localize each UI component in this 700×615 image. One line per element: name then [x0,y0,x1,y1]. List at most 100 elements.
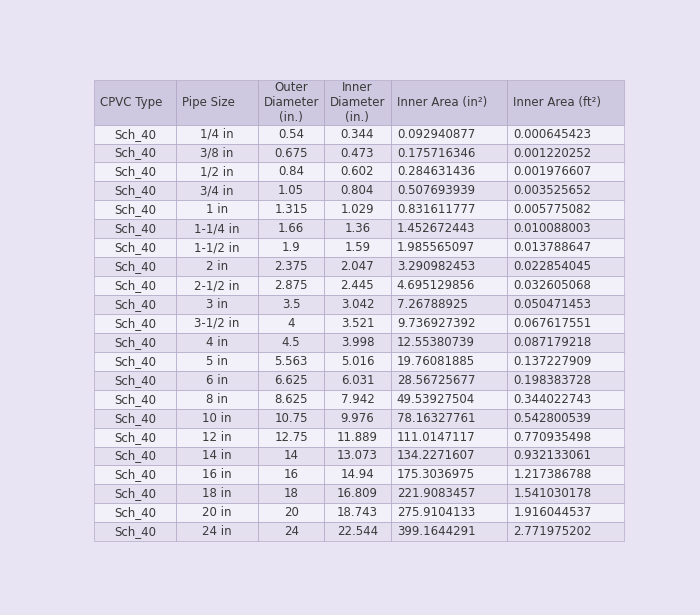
Bar [94,200,176,220]
Text: 14: 14 [284,450,299,462]
Text: 0.005775082: 0.005775082 [513,204,592,216]
Bar [94,446,176,466]
Text: 0.54: 0.54 [278,127,304,141]
Text: 3.5: 3.5 [282,298,300,311]
Text: 20: 20 [284,506,299,519]
Bar [508,181,624,200]
Bar [391,371,508,390]
Bar [391,162,508,181]
Text: 28.56725677: 28.56725677 [397,374,475,387]
Text: Pipe Size: Pipe Size [182,96,235,109]
Text: Inner
Diameter
(in.): Inner Diameter (in.) [330,81,385,124]
Bar [508,143,624,162]
Bar [508,200,624,220]
Bar [176,220,258,238]
Bar [391,314,508,333]
Bar [176,238,258,257]
Text: Inner Area (ft²): Inner Area (ft²) [513,96,601,109]
Bar [258,181,324,200]
Text: 1.985565097: 1.985565097 [397,241,475,254]
Bar [508,390,624,408]
Bar [508,80,624,125]
Text: 0.675: 0.675 [274,146,308,159]
Text: Outer
Diameter
(in.): Outer Diameter (in.) [263,81,319,124]
Text: 0.932133061: 0.932133061 [513,450,592,462]
Text: 5.563: 5.563 [274,355,308,368]
Bar [176,446,258,466]
Bar [391,220,508,238]
Text: Sch_40: Sch_40 [114,260,156,273]
Text: 0.473: 0.473 [341,146,374,159]
Text: 3/8 in: 3/8 in [200,146,234,159]
Bar [508,408,624,427]
Bar [258,295,324,314]
Bar [324,276,391,295]
Text: 6.625: 6.625 [274,374,308,387]
Bar [258,238,324,257]
Bar [94,371,176,390]
Text: 7.942: 7.942 [340,392,374,406]
Text: 221.9083457: 221.9083457 [397,487,475,501]
Bar [508,276,624,295]
Text: 3.521: 3.521 [341,317,374,330]
Text: 275.9104133: 275.9104133 [397,506,475,519]
Text: 12.75: 12.75 [274,430,308,443]
Bar [391,276,508,295]
Bar [391,427,508,446]
Bar [176,466,258,485]
Text: 1.9: 1.9 [282,241,300,254]
Text: 16.809: 16.809 [337,487,378,501]
Text: 11.889: 11.889 [337,430,378,443]
Bar [508,125,624,143]
Text: Sch_40: Sch_40 [114,487,156,501]
Text: 5.016: 5.016 [341,355,374,368]
Text: 1-1/4 in: 1-1/4 in [194,222,239,236]
Text: 8.625: 8.625 [274,392,308,406]
Text: 12 in: 12 in [202,430,232,443]
Bar [94,390,176,408]
Bar [94,276,176,295]
Text: 9.976: 9.976 [340,411,374,424]
Text: 2.047: 2.047 [341,260,374,273]
Bar [508,162,624,181]
Bar [391,333,508,352]
Text: 24 in: 24 in [202,525,232,538]
Text: 0.770935498: 0.770935498 [513,430,592,443]
Bar [508,220,624,238]
Text: Sch_40: Sch_40 [114,506,156,519]
Bar [391,485,508,503]
Bar [508,446,624,466]
Text: 0.032605068: 0.032605068 [513,279,592,292]
Bar [324,314,391,333]
Bar [324,352,391,371]
Bar [391,408,508,427]
Text: 0.344022743: 0.344022743 [513,392,592,406]
Bar [176,181,258,200]
Text: 3/4 in: 3/4 in [200,184,234,197]
Bar [176,371,258,390]
Text: 1-1/2 in: 1-1/2 in [194,241,239,254]
Text: Sch_40: Sch_40 [114,298,156,311]
Text: 0.067617551: 0.067617551 [513,317,592,330]
Bar [508,503,624,522]
Bar [94,522,176,541]
Text: Sch_40: Sch_40 [114,204,156,216]
Bar [176,333,258,352]
Text: 1.217386788: 1.217386788 [513,469,592,482]
Bar [258,162,324,181]
Text: 3 in: 3 in [206,298,228,311]
Text: Sch_40: Sch_40 [114,279,156,292]
Bar [94,220,176,238]
Bar [258,446,324,466]
Bar [508,466,624,485]
Text: 2.445: 2.445 [341,279,374,292]
Bar [391,257,508,276]
Text: Sch_40: Sch_40 [114,146,156,159]
Text: 0.804: 0.804 [341,184,374,197]
Bar [176,503,258,522]
Bar [94,80,176,125]
Text: 6.031: 6.031 [341,374,374,387]
Text: 16: 16 [284,469,299,482]
Text: 78.16327761: 78.16327761 [397,411,475,424]
Bar [324,485,391,503]
